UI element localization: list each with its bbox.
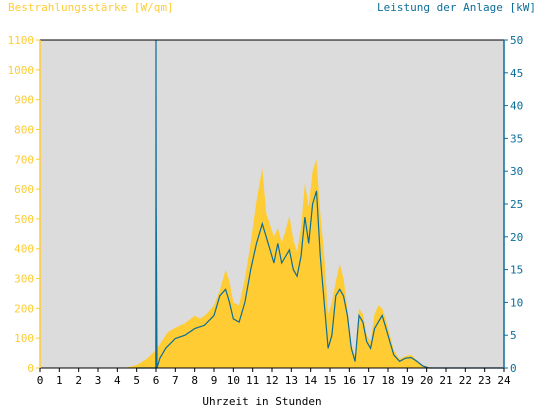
left-tick-label: 400 [14,243,34,256]
x-tick-label: 24 [497,374,511,387]
right-axis-ticks: 0 5 10 15 20 25 30 35 40 45 50 [504,34,523,375]
right-tick-label: 5 [510,329,517,342]
left-tick-label: 300 [14,273,34,286]
x-tick-label: 15 [323,374,336,387]
x-tick-label: 16 [343,374,356,387]
x-tick-label: 18 [381,374,394,387]
right-axis-title: Leistung der Anlage [kW] [377,1,536,14]
left-tick-label: 1000 [8,64,35,77]
x-tick-label: 10 [227,374,240,387]
x-tick-label: 20 [420,374,433,387]
x-tick-label: 4 [114,374,121,387]
left-tick-label: 800 [14,123,34,136]
left-tick-label: 600 [14,183,34,196]
x-tick-label: 0 [37,374,44,387]
left-tick-label: 500 [14,213,34,226]
x-axis-title: Uhrzeit in Stunden [202,395,321,408]
left-tick-label: 100 [14,332,34,345]
right-tick-label: 30 [510,165,523,178]
x-axis-ticks: 0 1 2 3 4 5 6 7 8 9 10 11 12 13 14 15 16 17 18 19 20 21 22 23 24 [37,368,511,387]
right-tick-label: 50 [510,34,523,47]
x-tick-label: 22 [459,374,472,387]
power-line [136,39,504,369]
x-tick-label: 7 [172,374,179,387]
x-tick-label: 1 [56,374,63,387]
left-axis-ticks: 0 100 200 300 400 500 600 700 800 900 1000 1100 [8,34,40,375]
x-tick-label: 19 [401,374,414,387]
left-tick-label: 700 [14,153,34,166]
power-series [136,39,504,369]
x-tick-label: 9 [211,374,218,387]
right-tick-label: 20 [510,231,523,244]
right-tick-label: 40 [510,100,523,113]
right-tick-label: 45 [510,67,523,80]
x-tick-label: 6 [153,374,160,387]
right-tick-label: 25 [510,198,523,211]
right-tick-label: 10 [510,296,523,309]
x-tick-label: 13 [285,374,298,387]
right-tick-label: 15 [510,264,523,277]
x-tick-label: 21 [439,374,452,387]
left-tick-label: 200 [14,302,34,315]
x-tick-label: 3 [95,374,102,387]
x-tick-label: 17 [362,374,375,387]
left-axis-title: Bestrahlungsstärke [W/qm] [8,1,174,14]
x-tick-label: 2 [75,374,82,387]
left-tick-label: 1100 [8,34,35,47]
left-tick-label: 0 [27,362,34,375]
left-tick-label: 900 [14,94,34,107]
right-tick-label: 35 [510,132,523,145]
x-tick-label: 23 [478,374,491,387]
x-tick-label: 12 [265,374,278,387]
x-tick-label: 8 [191,374,198,387]
x-tick-label: 14 [304,374,318,387]
x-tick-label: 5 [133,374,140,387]
x-tick-label: 11 [246,374,259,387]
right-tick-label: 0 [510,362,517,375]
